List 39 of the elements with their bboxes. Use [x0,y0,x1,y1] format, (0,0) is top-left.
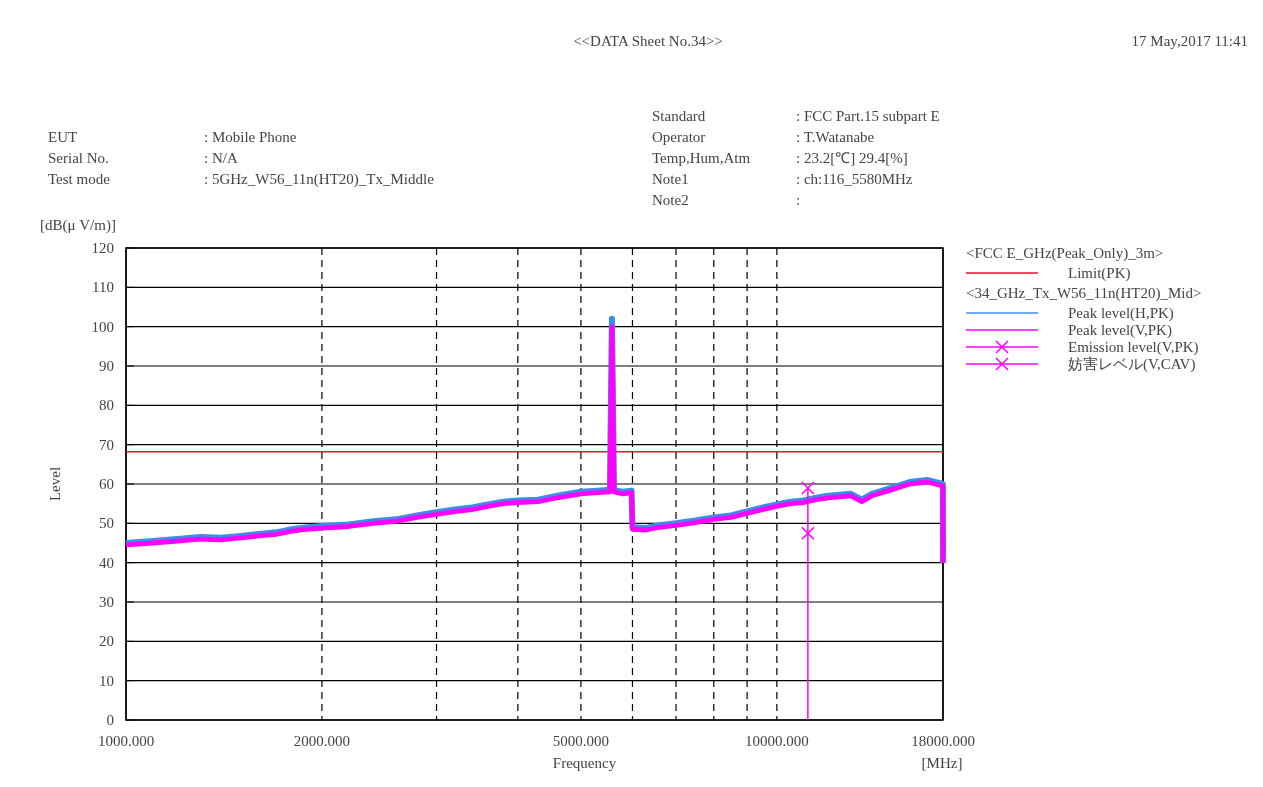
y-tick-label: 70 [99,436,114,453]
y-tick-label: 50 [99,515,114,532]
x-tick-label: 10000.000 [744,733,809,749]
y-tick-label: 120 [91,240,114,256]
y-axis-title: Level [47,466,63,502]
y-tick-label: 100 [91,318,114,335]
text: Test mode : 5GHz_W56_11n(HT20)_Tx_Middle [48,171,434,187]
text: Note1 : ch:116_5580MHz [652,171,913,187]
text: 17 May,2017 11:41 [1131,33,1248,49]
legend-label: 妨害レベル(V,CAV) [1068,356,1196,373]
text: [MHz] [921,755,963,771]
text: <34_GHz_Tx_W56_11n(HT20)_Mid> [966,285,1202,302]
y-tick-label: 30 [99,594,114,610]
y-tick-label: 110 [92,279,114,296]
x-tick-label: 1000.000 [97,733,155,749]
legend-label: Limit(PK) [1068,265,1131,282]
text: EUT : Mobile Phone [48,129,297,145]
text: Temp,Hum,Atm : 23.2[℃] 29.4[%] [652,150,908,166]
text: [dB(μ V/m)] [40,217,116,234]
y-tick-label: 0 [106,712,114,728]
y-tick-label: 20 [99,633,114,650]
chart-title: <<DATA Sheet No.34>> [573,33,723,49]
text: Serial No. : N/A [48,150,238,166]
legend-title: <FCC E_GHz(Peak_Only)_3m> [966,245,1164,262]
x-tick-label: 2000.000 [293,733,351,749]
legend-label: Peak level(V,PK) [1068,322,1172,339]
text: Standard : FCC Part.15 subpart E [652,108,940,124]
legend-label: Peak level(H,PK) [1068,305,1174,322]
y-tick-label: 80 [99,397,114,414]
x-tick-label: 18000.000 [911,733,975,749]
x-tick-label: 5000.000 [552,733,610,749]
y-tick-label: 60 [99,476,114,492]
x-axis-title: Frequency [552,755,617,771]
y-tick-label: 90 [99,358,114,374]
y-tick-label: 10 [99,672,114,689]
text: Operator : T.Watanabe [652,129,875,145]
legend-label: Emission level(V,PK) [1068,339,1199,356]
text: Note2 : [652,192,801,208]
y-tick-label: 40 [99,554,114,571]
